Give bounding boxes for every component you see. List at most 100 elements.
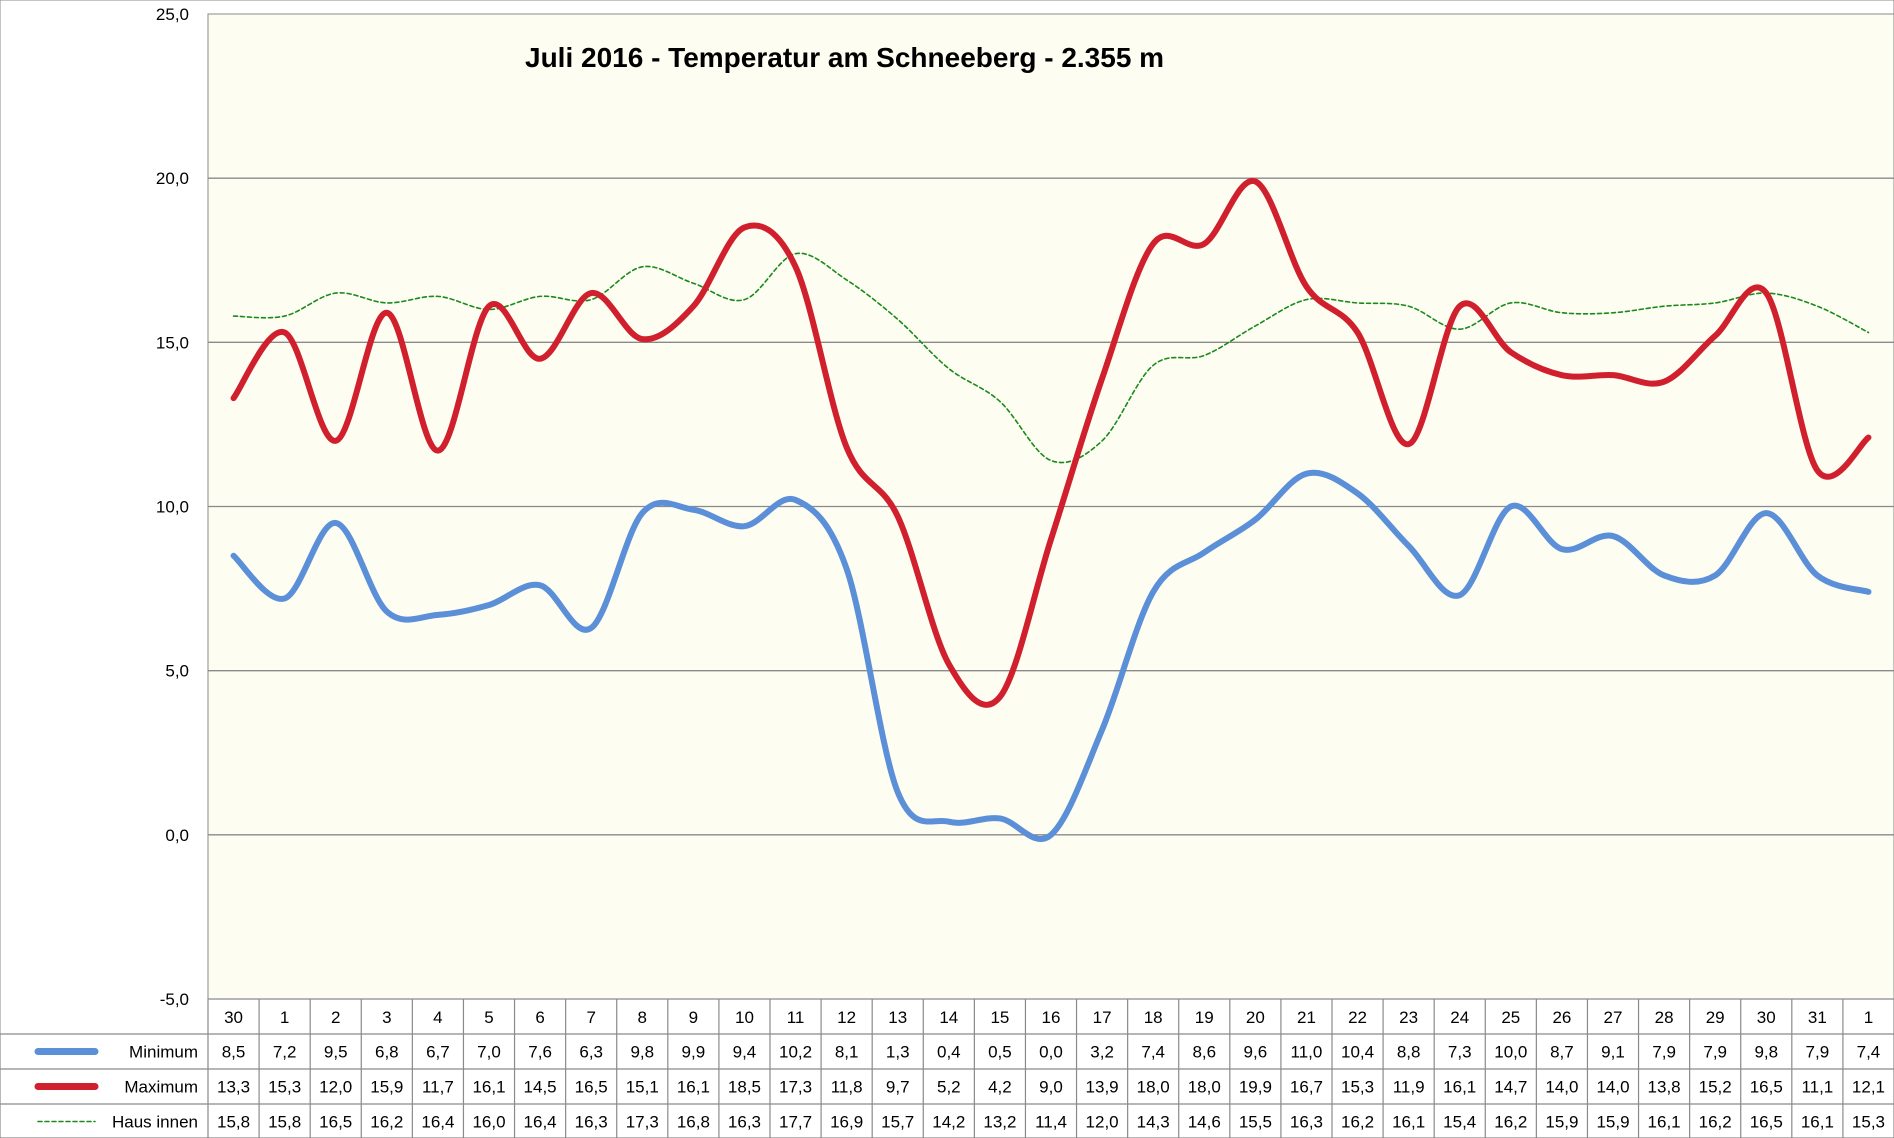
data-label: 3,2 xyxy=(1090,1043,1114,1062)
data-label: 0,5 xyxy=(988,1043,1012,1062)
category-label: 15 xyxy=(990,1008,1009,1027)
data-label: 5,2 xyxy=(937,1078,961,1097)
category-label: 8 xyxy=(638,1008,647,1027)
data-label: 16,1 xyxy=(1392,1113,1425,1132)
data-label: 15,9 xyxy=(1545,1113,1578,1132)
y-tick-label: 0,0 xyxy=(165,826,189,845)
data-label: 16,0 xyxy=(472,1113,505,1132)
data-label: 12,0 xyxy=(319,1078,352,1097)
data-label: 18,5 xyxy=(728,1078,761,1097)
data-label: 16,2 xyxy=(370,1113,403,1132)
data-label: 7,9 xyxy=(1652,1043,1676,1062)
data-label: 12,1 xyxy=(1852,1078,1885,1097)
category-label: 30 xyxy=(224,1008,243,1027)
legend-label: Minimum xyxy=(129,1043,198,1062)
data-label: 16,1 xyxy=(1648,1113,1681,1132)
y-tick-label: 20,0 xyxy=(156,169,189,188)
category-label: 6 xyxy=(535,1008,544,1027)
y-tick-label: 10,0 xyxy=(156,498,189,517)
data-label: 15,1 xyxy=(626,1078,659,1097)
data-label: 16,4 xyxy=(421,1113,454,1132)
data-label: 0,0 xyxy=(1039,1043,1063,1062)
category-label: 26 xyxy=(1552,1008,1571,1027)
y-tick-label: -5,0 xyxy=(160,990,189,1009)
data-label: 9,5 xyxy=(324,1043,348,1062)
y-tick-label: 5,0 xyxy=(165,662,189,681)
data-label: 16,1 xyxy=(472,1078,505,1097)
data-label: 15,7 xyxy=(881,1113,914,1132)
data-label: 16,8 xyxy=(677,1113,710,1132)
data-label: 16,2 xyxy=(1341,1113,1374,1132)
data-label: 16,4 xyxy=(524,1113,557,1132)
data-label: 8,5 xyxy=(222,1043,246,1062)
data-label: 15,5 xyxy=(1239,1113,1272,1132)
data-label: 18,0 xyxy=(1137,1078,1170,1097)
category-label: 4 xyxy=(433,1008,442,1027)
category-label: 1 xyxy=(280,1008,289,1027)
category-label: 29 xyxy=(1706,1008,1725,1027)
data-label: 13,8 xyxy=(1648,1078,1681,1097)
data-label: 16,1 xyxy=(1801,1113,1834,1132)
category-label: 20 xyxy=(1246,1008,1265,1027)
data-label: 15,9 xyxy=(370,1078,403,1097)
data-label: 17,3 xyxy=(626,1113,659,1132)
category-label: 10 xyxy=(735,1008,754,1027)
data-label: 15,3 xyxy=(268,1078,301,1097)
data-label: 14,7 xyxy=(1494,1078,1527,1097)
data-label: 15,8 xyxy=(268,1113,301,1132)
y-axis-tick-labels: 25,0 20,0 15,0 10,0 5,0 0,0 -5,0 xyxy=(156,5,189,1009)
data-label: 7,6 xyxy=(528,1043,552,1062)
category-label: 17 xyxy=(1093,1008,1112,1027)
category-label: 7 xyxy=(586,1008,595,1027)
category-label: 23 xyxy=(1399,1008,1418,1027)
data-label: 7,2 xyxy=(273,1043,297,1062)
data-label: 16,1 xyxy=(677,1078,710,1097)
series-lines xyxy=(230,178,1872,842)
category-label: 28 xyxy=(1655,1008,1674,1027)
data-label: 7,9 xyxy=(1806,1043,1830,1062)
category-label: 9 xyxy=(689,1008,698,1027)
y-tick-label: 25,0 xyxy=(156,5,189,24)
category-label: 21 xyxy=(1297,1008,1316,1027)
category-label: 22 xyxy=(1348,1008,1367,1027)
data-label: 11,4 xyxy=(1035,1113,1067,1132)
data-table: 30 1 2 3 4 5 6 7 8 9 10 11 12 13 14 15 16 17 18 19 20 21 22 23 2… xyxy=(0,998,1894,1138)
data-label: 10,4 xyxy=(1341,1043,1374,1062)
data-label: 9,1 xyxy=(1601,1043,1625,1062)
data-label: 14,3 xyxy=(1137,1113,1170,1132)
data-label: 13,2 xyxy=(983,1113,1016,1132)
category-label: 27 xyxy=(1604,1008,1623,1027)
data-label: 14,0 xyxy=(1545,1078,1578,1097)
data-label: 16,3 xyxy=(1290,1113,1323,1132)
data-label: 15,4 xyxy=(1443,1113,1476,1132)
data-label: 7,3 xyxy=(1448,1043,1472,1062)
category-label: 12 xyxy=(837,1008,856,1027)
data-label: 11,0 xyxy=(1291,1043,1323,1062)
category-label: 18 xyxy=(1144,1008,1163,1027)
data-label: 14,2 xyxy=(932,1113,965,1132)
data-label: 16,2 xyxy=(1699,1113,1732,1132)
data-label: 16,5 xyxy=(1750,1113,1783,1132)
data-label: 8,1 xyxy=(835,1043,859,1062)
data-label: 16,2 xyxy=(1494,1113,1527,1132)
data-label: 0,4 xyxy=(937,1043,961,1062)
data-label: 11,7 xyxy=(422,1078,454,1097)
data-label: 13,9 xyxy=(1086,1078,1119,1097)
data-label: 15,2 xyxy=(1699,1078,1732,1097)
data-label: 8,6 xyxy=(1192,1043,1216,1062)
data-label: 14,0 xyxy=(1596,1078,1629,1097)
data-label: 9,6 xyxy=(1244,1043,1268,1062)
data-label: 18,0 xyxy=(1188,1078,1221,1097)
data-label: 9,7 xyxy=(886,1078,910,1097)
category-label: 31 xyxy=(1808,1008,1827,1027)
legend-label: Haus innen xyxy=(112,1113,198,1132)
series-line-minimum xyxy=(230,469,1872,842)
data-label: 10,0 xyxy=(1494,1043,1527,1062)
category-label: 13 xyxy=(888,1008,907,1027)
data-label: 10,2 xyxy=(779,1043,812,1062)
data-label: 14,5 xyxy=(524,1078,557,1097)
data-label: 8,8 xyxy=(1397,1043,1421,1062)
data-label: 15,8 xyxy=(217,1113,250,1132)
data-label: 11,9 xyxy=(1393,1078,1425,1097)
